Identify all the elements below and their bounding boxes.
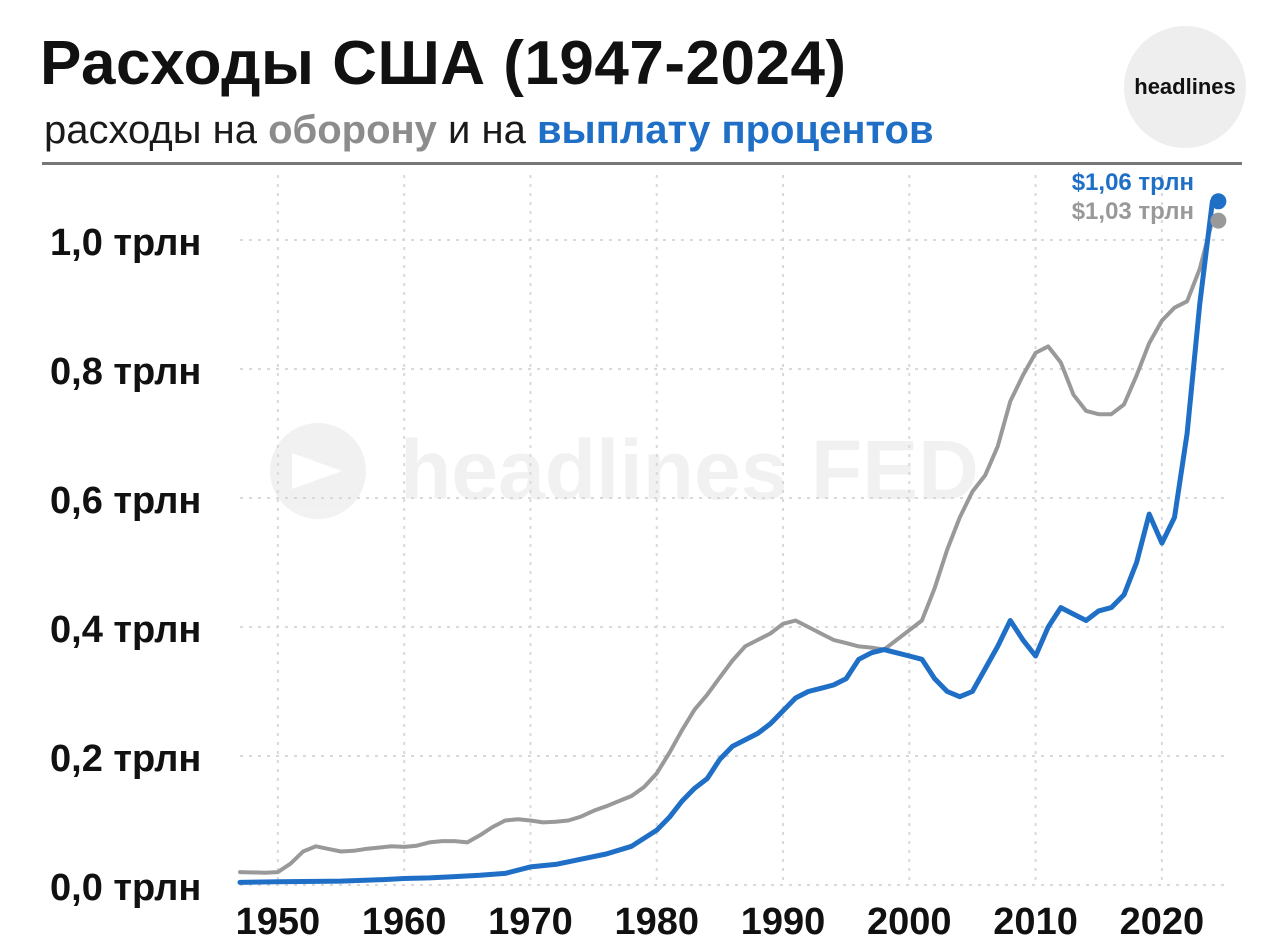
defense-line-end-label: $1,03 трлн — [1072, 198, 1194, 225]
series-lines — [237, 198, 1215, 885]
subtitle-middle: и на — [436, 108, 537, 152]
x-tick-label: 2000 — [867, 901, 952, 943]
logo-text: headlines — [1134, 74, 1236, 99]
watermark: headlines FED — [270, 422, 979, 519]
chart-subtitle: расходы на оборону и на выплату проценто… — [44, 108, 934, 153]
y-tick-label: 0,0 трлн — [50, 867, 201, 909]
chart-title: Расходы США (1947-2024) — [40, 29, 847, 98]
defense-line-end-dot — [1210, 212, 1227, 229]
x-tick-label: 2010 — [993, 901, 1078, 943]
y-tick-label: 0,6 трлн — [50, 480, 201, 522]
watermark-text: headlines FED — [400, 423, 979, 517]
gridlines — [240, 175, 1225, 886]
header-divider — [42, 162, 1242, 165]
interest-line-end-dot — [1210, 193, 1227, 210]
x-axis-labels: 1950 1960 1970 1980 1990 2000 2010 2020 — [236, 901, 1205, 943]
x-tick-label: 1980 — [614, 901, 699, 943]
y-tick-label: 0,4 трлн — [50, 609, 201, 651]
subtitle-prefix: расходы на — [44, 108, 269, 152]
subtitle-interest-label: выплату процентов — [536, 108, 934, 152]
x-tick-label: 2020 — [1120, 901, 1205, 943]
end-markers: $1,03 трлн$1,06 трлн — [1072, 169, 1227, 229]
y-tick-label: 0,8 трлн — [50, 351, 201, 393]
defense-line — [238, 218, 1215, 875]
subtitle-defense-label: оборону — [268, 108, 437, 152]
interest-line-end-label: $1,06 трлн — [1072, 169, 1194, 196]
x-tick-label: 1990 — [741, 901, 826, 943]
y-axis-labels: 0,0 трлн 0,2 трлн 0,4 трлн 0,6 трлн 0,8 трлн… — [50, 222, 201, 909]
x-tick-label: 1960 — [362, 901, 447, 943]
x-tick-label: 1970 — [488, 901, 573, 943]
y-tick-label: 1,0 трлн — [50, 222, 201, 264]
y-tick-label: 0,2 трлн — [50, 738, 201, 780]
telegram-icon — [270, 422, 366, 519]
interest-line — [237, 198, 1215, 885]
headlines-logo: headlines — [1124, 26, 1246, 148]
x-tick-label: 1950 — [236, 901, 321, 943]
